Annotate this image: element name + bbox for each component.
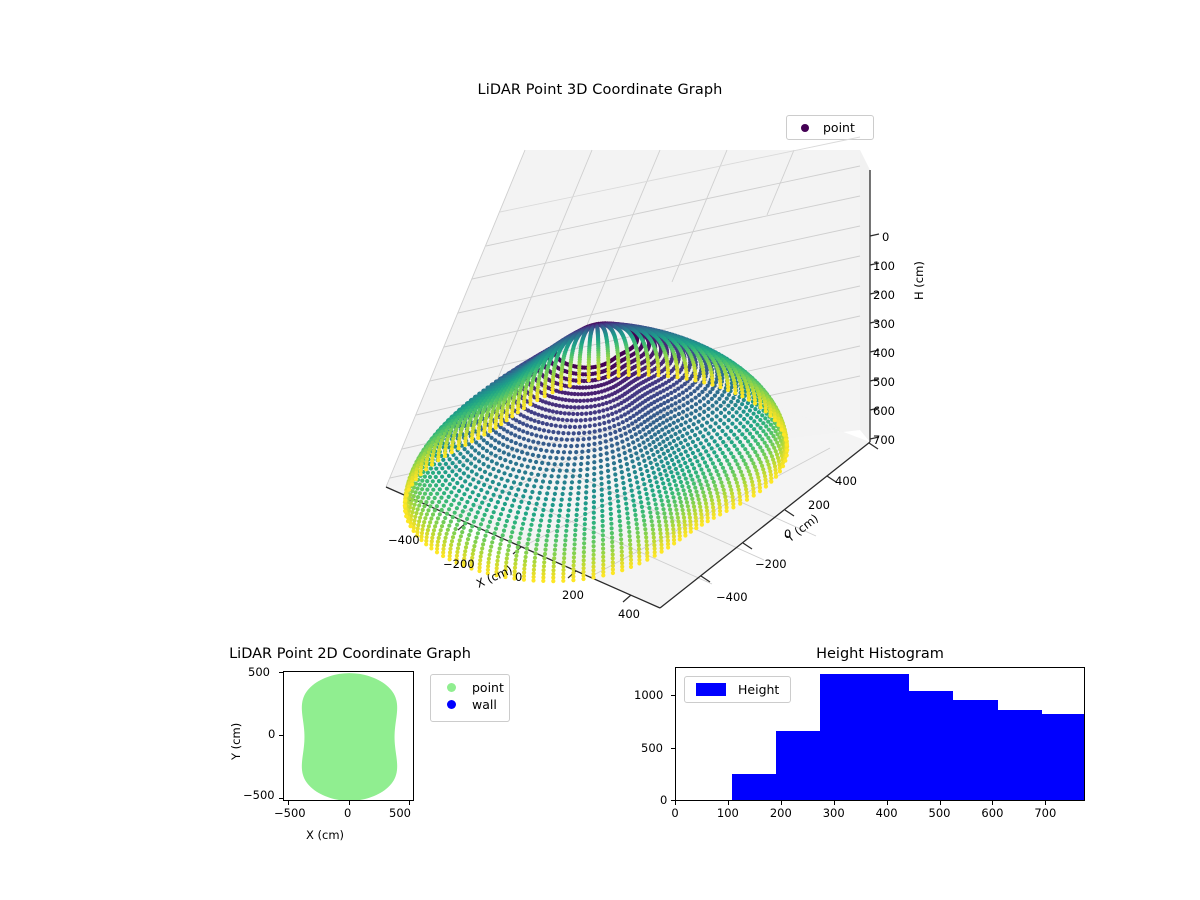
y-tick-label: 1000 <box>634 688 664 702</box>
y-tick-label: 0 <box>268 727 276 741</box>
tick-mark <box>349 801 350 805</box>
tick-mark <box>279 672 283 673</box>
y-tick-label: −500 <box>243 788 275 802</box>
x-tick-label: 0 <box>515 570 523 584</box>
x-axis-label: X (cm) <box>305 828 345 842</box>
tick-mark <box>671 748 675 749</box>
plot2d-canvas <box>301 673 398 800</box>
axes-ticks <box>403 233 880 603</box>
z-tick-label: 0 <box>882 230 890 244</box>
tick-mark <box>279 735 283 736</box>
legend-label: wall <box>472 697 497 712</box>
tick-mark <box>671 695 675 696</box>
histogram-title: Height Histogram <box>816 646 944 662</box>
tick-mark <box>279 798 283 799</box>
x-tick-label: 0 <box>344 806 352 820</box>
z-tick-label: 600 <box>873 404 895 418</box>
legend-item-point: point <box>794 120 866 135</box>
histogram-bar <box>1042 713 1084 800</box>
tick-mark <box>886 801 888 805</box>
x-tick-label: 400 <box>618 607 640 621</box>
x-tick-label: 300 <box>822 806 845 820</box>
tick-mark <box>833 801 835 805</box>
legend-item-point: point <box>438 679 504 696</box>
plot2d-legend: point wall <box>430 674 510 722</box>
height-swatch-icon <box>696 683 726 696</box>
histogram-bars <box>676 668 1084 800</box>
y-tick-label: 500 <box>248 665 270 679</box>
x-tick-label: −200 <box>443 557 475 571</box>
y-tick-label: 0 <box>660 793 668 807</box>
plot3d-legend: point <box>786 115 874 140</box>
x-tick-label: 400 <box>875 806 898 820</box>
z-tick-label: 400 <box>873 346 895 360</box>
plot2d-title: LiDAR Point 2D Coordinate Graph <box>229 646 471 662</box>
tick-mark <box>671 800 675 801</box>
plot3d-point-cloud <box>402 321 790 584</box>
tick-mark <box>727 801 729 805</box>
z-tick-label: 500 <box>873 375 895 389</box>
wall-marker-icon <box>447 700 456 709</box>
z-tick-label: 100 <box>873 259 895 273</box>
x-tick-label: 100 <box>716 806 739 820</box>
histogram-bar <box>908 690 954 800</box>
y-tick-label: 200 <box>808 498 830 512</box>
plot3d-title: LiDAR Point 3D Coordinate Graph <box>477 82 723 98</box>
histogram-axes <box>675 667 1085 801</box>
z-tick-label: 700 <box>873 433 895 447</box>
x-tick-label: 200 <box>562 588 584 602</box>
x-tick-label: 500 <box>389 806 411 820</box>
legend-label: Height <box>738 682 780 697</box>
histogram-bar <box>864 674 909 800</box>
histogram-legend: Height <box>684 676 791 703</box>
legend-label: point <box>472 680 504 695</box>
tick-mark <box>675 801 676 805</box>
tick-mark <box>939 801 941 805</box>
x-tick-label: 500 <box>928 806 951 820</box>
y-tick-label: 0 <box>784 527 792 541</box>
x-tick-label: −500 <box>274 806 306 820</box>
y-tick-label: 500 <box>641 741 663 755</box>
y-tick-label: −200 <box>755 557 787 571</box>
histogram-bar <box>731 773 776 800</box>
z-tick-label: 300 <box>873 317 895 331</box>
tick-mark <box>409 801 410 805</box>
legend-item-wall: wall <box>438 696 502 713</box>
z-axis-label: H (cm) <box>912 261 926 300</box>
tick-mark <box>1045 801 1047 805</box>
x-tick-label: 0 <box>671 806 679 820</box>
point-marker-icon <box>447 683 456 692</box>
histogram-bar <box>775 731 821 800</box>
y-tick-label: 400 <box>835 474 857 488</box>
y-tick-label: −400 <box>716 590 748 604</box>
x-tick-label: 200 <box>769 806 792 820</box>
tick-mark <box>780 801 782 805</box>
histogram-bar <box>997 709 1043 800</box>
y-axis-label: Y (cm) <box>229 722 243 760</box>
plot3d-canvas <box>385 136 880 609</box>
tick-mark <box>288 801 289 805</box>
histogram-bar <box>953 700 998 800</box>
x-tick-label: −400 <box>388 533 420 547</box>
legend-label: point <box>823 120 855 135</box>
x-tick-label: 600 <box>981 806 1004 820</box>
plot2d-axes <box>283 671 414 801</box>
tick-mark <box>992 801 994 805</box>
legend-item-height: Height <box>692 681 783 698</box>
z-tick-label: 200 <box>873 288 895 302</box>
plot3d-axes <box>330 130 930 630</box>
x-tick-label: 700 <box>1034 806 1057 820</box>
histogram-bar <box>820 673 865 800</box>
point-marker-icon <box>801 123 809 132</box>
